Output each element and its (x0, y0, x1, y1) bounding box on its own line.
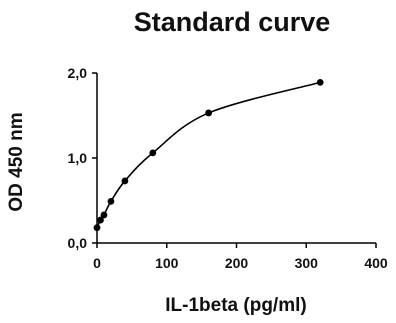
data-point (107, 197, 115, 205)
y-tick-label: 1,0 (68, 150, 88, 166)
x-tick-label: 0 (93, 255, 101, 271)
x-tick-label: 200 (225, 255, 249, 271)
y-tick-label: 0,0 (68, 235, 88, 251)
data-point (316, 78, 324, 86)
data-point (149, 149, 157, 157)
data-point (205, 109, 213, 117)
ticks: 0,0 1,0 2,0 0 100 200 300 400 (68, 65, 388, 271)
y-axis-label: OD 450 nm (6, 112, 27, 211)
data-point (100, 211, 108, 219)
x-tick-label: 100 (155, 255, 179, 271)
chart-title: Standard curve (134, 7, 331, 37)
axes (96, 73, 376, 244)
x-tick-label: 400 (364, 255, 388, 271)
data-point (121, 177, 129, 185)
x-tick-label: 300 (295, 255, 319, 271)
series (93, 78, 324, 232)
data-point (93, 224, 101, 232)
x-axis-label: IL-1beta (pg/ml) (165, 295, 306, 316)
data-point (97, 216, 104, 224)
series-line (96, 81, 321, 229)
y-tick-label: 2,0 (68, 65, 88, 81)
